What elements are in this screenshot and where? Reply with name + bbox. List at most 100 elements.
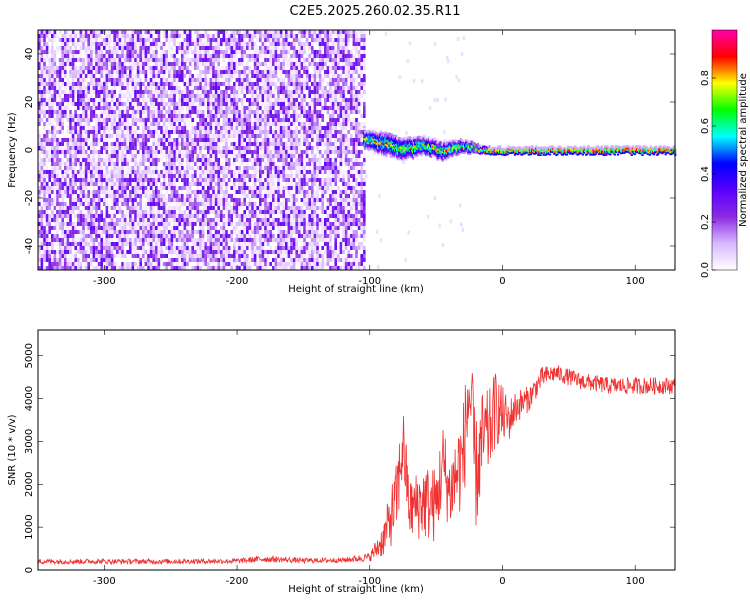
- spectrogram-cell: [116, 174, 119, 178]
- spectrogram-cell: [129, 146, 132, 150]
- spectrogram-cell: [264, 138, 267, 142]
- spectrogram-cell: [246, 138, 249, 142]
- spectrogram-cell: [264, 154, 267, 158]
- spectrogram-cell: [264, 54, 267, 58]
- spectrogram-cell: [188, 106, 192, 110]
- spectrogram-cell: [66, 102, 70, 106]
- spectrogram-cell: [212, 246, 215, 250]
- spectrogram-cell: [100, 218, 103, 222]
- spectrogram-cell: [233, 50, 236, 54]
- spectrogram-cell: [246, 98, 249, 102]
- spectrogram-cell: [79, 106, 83, 110]
- spectrogram-cell: [256, 186, 259, 190]
- spectrogram-cell: [225, 230, 228, 234]
- spectrogram-cell: [181, 210, 184, 214]
- spectrogram-cell: [84, 106, 88, 110]
- spectrogram-cell: [279, 74, 283, 78]
- spectrogram-cell: [97, 130, 101, 134]
- spectrogram-cell: [87, 50, 90, 54]
- spectrogram-cell: [204, 130, 207, 134]
- spectrogram-cell: [121, 30, 124, 34]
- spectrogram-cell: [56, 266, 59, 270]
- spectrogram-cell: [251, 186, 254, 190]
- spectrogram-cell: [84, 66, 88, 70]
- spectrogram-cell: [165, 94, 168, 98]
- spectrogram-cell: [131, 70, 135, 74]
- spectrogram-cell: [69, 146, 72, 150]
- spectrogram-cell: [248, 142, 252, 146]
- spectrogram-cell: [113, 110, 116, 114]
- spectrogram-cell: [66, 262, 70, 266]
- spectrogram-cell: [287, 102, 291, 106]
- spectrogram-cell: [43, 38, 46, 42]
- spectrogram-cell: [181, 242, 184, 246]
- spectrogram-cell: [97, 66, 101, 70]
- spectrogram-cell: [105, 178, 109, 182]
- spectrogram-cell: [290, 142, 293, 146]
- spectrogram-cell: [110, 70, 114, 74]
- spectrogram-cell: [144, 230, 148, 234]
- spectrogram-cell: [259, 246, 262, 250]
- spectrogram-cell: [129, 38, 132, 42]
- spectrogram-cell: [225, 46, 228, 50]
- spectrogram-cell: [240, 126, 244, 130]
- spectrogram-cell: [170, 66, 174, 70]
- spectrogram-cell: [285, 154, 288, 158]
- spectrogram-cell: [186, 242, 189, 246]
- spectrogram-cell: [97, 250, 101, 254]
- spectrogram-cell: [165, 246, 168, 250]
- spectrogram-cell: [285, 214, 288, 218]
- spectrogram-cell: [108, 174, 111, 178]
- spectrogram-cell: [181, 70, 184, 74]
- spectrogram-cell: [77, 94, 80, 98]
- spectrogram-cell: [58, 234, 62, 238]
- spectrogram-cell: [168, 62, 171, 66]
- spectrogram-cell: [92, 166, 96, 170]
- spectrogram-cell: [116, 198, 119, 202]
- spectrogram-cell: [259, 82, 262, 86]
- spectrogram-cell: [277, 230, 280, 234]
- spectrogram-cell: [246, 78, 249, 82]
- spectrogram-cell: [282, 258, 285, 262]
- spectrogram-cell: [214, 74, 218, 78]
- spectrogram-cell: [240, 154, 244, 158]
- spectrogram-cell: [266, 34, 270, 38]
- spectrogram-cell: [147, 126, 150, 130]
- spectrogram-cell: [209, 238, 213, 242]
- spectrogram-cell: [113, 206, 116, 210]
- spectrogram-cell: [90, 46, 93, 50]
- spectrogram-cell: [56, 166, 59, 170]
- spectrogram-cell: [188, 210, 192, 214]
- spectrogram-cell: [175, 266, 179, 270]
- spectrogram-cell: [123, 118, 127, 122]
- spectrogram-cell: [256, 86, 259, 90]
- spectrogram-cell: [266, 166, 270, 170]
- spectrogram-cell: [233, 70, 236, 74]
- spectrogram-cell: [272, 46, 275, 50]
- spectrogram-cell: [173, 30, 176, 34]
- spectrogram-cell: [209, 126, 213, 130]
- spectrogram-cell: [118, 58, 122, 62]
- spectrogram-cell: [201, 146, 205, 150]
- spectrogram-cell: [87, 202, 90, 206]
- spectrogram-cell: [113, 30, 116, 34]
- spectrogram-cell: [105, 206, 109, 210]
- spectrogram-cell: [272, 206, 275, 210]
- spectrogram-cell: [251, 162, 254, 166]
- spectrogram-cell: [209, 250, 213, 254]
- spectrogram-cell: [277, 202, 280, 206]
- spectrogram-cell: [155, 62, 158, 66]
- spectrogram-cell: [108, 102, 111, 106]
- spectrogram-cell: [272, 130, 275, 134]
- spectrogram-cell: [103, 122, 106, 126]
- spectrogram-cell: [79, 114, 83, 118]
- spectrogram-cell: [256, 114, 259, 118]
- spectrogram-cell: [131, 198, 135, 202]
- spectrogram-cell: [261, 214, 265, 218]
- spectrogram-cell: [43, 102, 46, 106]
- spectrogram-cell: [253, 206, 257, 210]
- spectrogram-cell: [82, 202, 85, 206]
- spectrogram-cell: [147, 82, 150, 86]
- spectrogram-cell: [282, 174, 285, 178]
- spectrogram-cell: [129, 246, 132, 250]
